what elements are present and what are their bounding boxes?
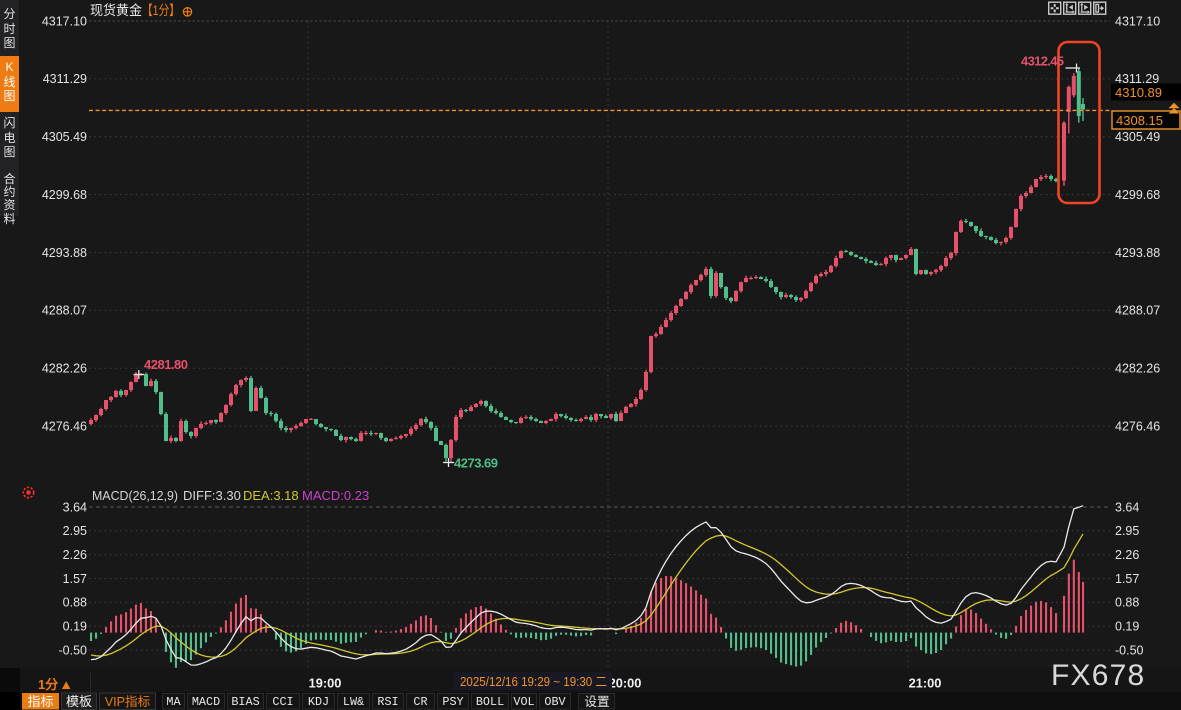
svg-text:【1分】: 【1分】 bbox=[142, 3, 180, 18]
svg-text:CCI: CCI bbox=[272, 695, 293, 709]
svg-text:MA: MA bbox=[166, 695, 181, 709]
svg-text:4311.29: 4311.29 bbox=[43, 72, 87, 86]
svg-text:4273.69: 4273.69 bbox=[454, 456, 498, 471]
svg-text:BIAS: BIAS bbox=[231, 695, 259, 709]
svg-text:CR: CR bbox=[413, 695, 427, 709]
svg-text:VIP指标: VIP指标 bbox=[105, 695, 151, 709]
svg-text:4293.88: 4293.88 bbox=[1115, 246, 1160, 260]
svg-text:19:00: 19:00 bbox=[309, 676, 342, 691]
svg-text:0.88: 0.88 bbox=[63, 596, 87, 610]
svg-text:3.64: 3.64 bbox=[1115, 500, 1139, 514]
svg-text:1分: 1分 bbox=[38, 677, 58, 692]
svg-text:2.26: 2.26 bbox=[1115, 548, 1139, 562]
svg-text:4299.68: 4299.68 bbox=[1115, 188, 1160, 202]
svg-text:4293.88: 4293.88 bbox=[42, 246, 87, 260]
svg-text:PSY: PSY bbox=[442, 695, 463, 709]
svg-text:4310.89: 4310.89 bbox=[1115, 85, 1162, 100]
svg-text:设置: 设置 bbox=[584, 695, 609, 709]
svg-text:MACD(26,12,9): MACD(26,12,9) bbox=[92, 488, 178, 503]
svg-text:指标: 指标 bbox=[27, 694, 53, 709]
svg-text:4311.29: 4311.29 bbox=[1115, 72, 1159, 86]
svg-text:4282.26: 4282.26 bbox=[42, 362, 87, 376]
svg-text:4305.49: 4305.49 bbox=[42, 130, 87, 144]
svg-text:4288.07: 4288.07 bbox=[1115, 304, 1160, 318]
svg-text:OBV: OBV bbox=[544, 695, 566, 709]
svg-text:4305.49: 4305.49 bbox=[1115, 130, 1160, 144]
svg-text:MACD:0.23: MACD:0.23 bbox=[302, 488, 369, 503]
svg-text:0.88: 0.88 bbox=[1115, 596, 1139, 610]
svg-text:4308.15: 4308.15 bbox=[1116, 113, 1163, 128]
svg-text:4276.46: 4276.46 bbox=[1115, 419, 1160, 433]
svg-text:DEA:3.18: DEA:3.18 bbox=[243, 488, 299, 503]
svg-text:MACD: MACD bbox=[192, 695, 220, 709]
svg-text:-0.50: -0.50 bbox=[59, 643, 88, 657]
svg-text:0.19: 0.19 bbox=[63, 620, 87, 634]
svg-text:1.57: 1.57 bbox=[63, 572, 87, 586]
svg-text:4317.10: 4317.10 bbox=[1115, 14, 1160, 28]
svg-text:21:00: 21:00 bbox=[909, 676, 942, 691]
svg-text:DIFF:3.30: DIFF:3.30 bbox=[183, 488, 241, 503]
svg-text:4276.46: 4276.46 bbox=[42, 419, 87, 433]
svg-text:现货黄金: 现货黄金 bbox=[90, 2, 142, 18]
svg-text:4281.80: 4281.80 bbox=[144, 357, 188, 372]
svg-text:KDJ: KDJ bbox=[308, 695, 329, 709]
svg-text:FX678: FX678 bbox=[1051, 659, 1145, 692]
svg-text:0.19: 0.19 bbox=[1115, 620, 1139, 634]
svg-text:3.64: 3.64 bbox=[63, 500, 87, 514]
svg-text:LW&: LW& bbox=[343, 695, 364, 709]
svg-text:1.57: 1.57 bbox=[1115, 572, 1139, 586]
svg-text:-0.50: -0.50 bbox=[1115, 643, 1144, 657]
svg-text:2.95: 2.95 bbox=[63, 524, 87, 538]
svg-text:RSI: RSI bbox=[377, 695, 398, 709]
svg-text:BOLL: BOLL bbox=[476, 695, 504, 709]
svg-text:4282.26: 4282.26 bbox=[1115, 362, 1160, 376]
svg-text:2.26: 2.26 bbox=[63, 548, 87, 562]
svg-text:2.95: 2.95 bbox=[1115, 524, 1139, 538]
svg-text:4299.68: 4299.68 bbox=[42, 188, 87, 202]
svg-text:2025/12/16 19:29 ~ 19:30 二: 2025/12/16 19:29 ~ 19:30 二 bbox=[460, 675, 607, 689]
svg-text:4312.45: 4312.45 bbox=[1021, 54, 1064, 69]
svg-text:模板: 模板 bbox=[66, 694, 92, 709]
svg-text:20:00: 20:00 bbox=[609, 676, 642, 691]
svg-text:4288.07: 4288.07 bbox=[42, 304, 87, 318]
svg-text:VOL: VOL bbox=[513, 695, 534, 709]
svg-text:4317.10: 4317.10 bbox=[42, 14, 87, 28]
